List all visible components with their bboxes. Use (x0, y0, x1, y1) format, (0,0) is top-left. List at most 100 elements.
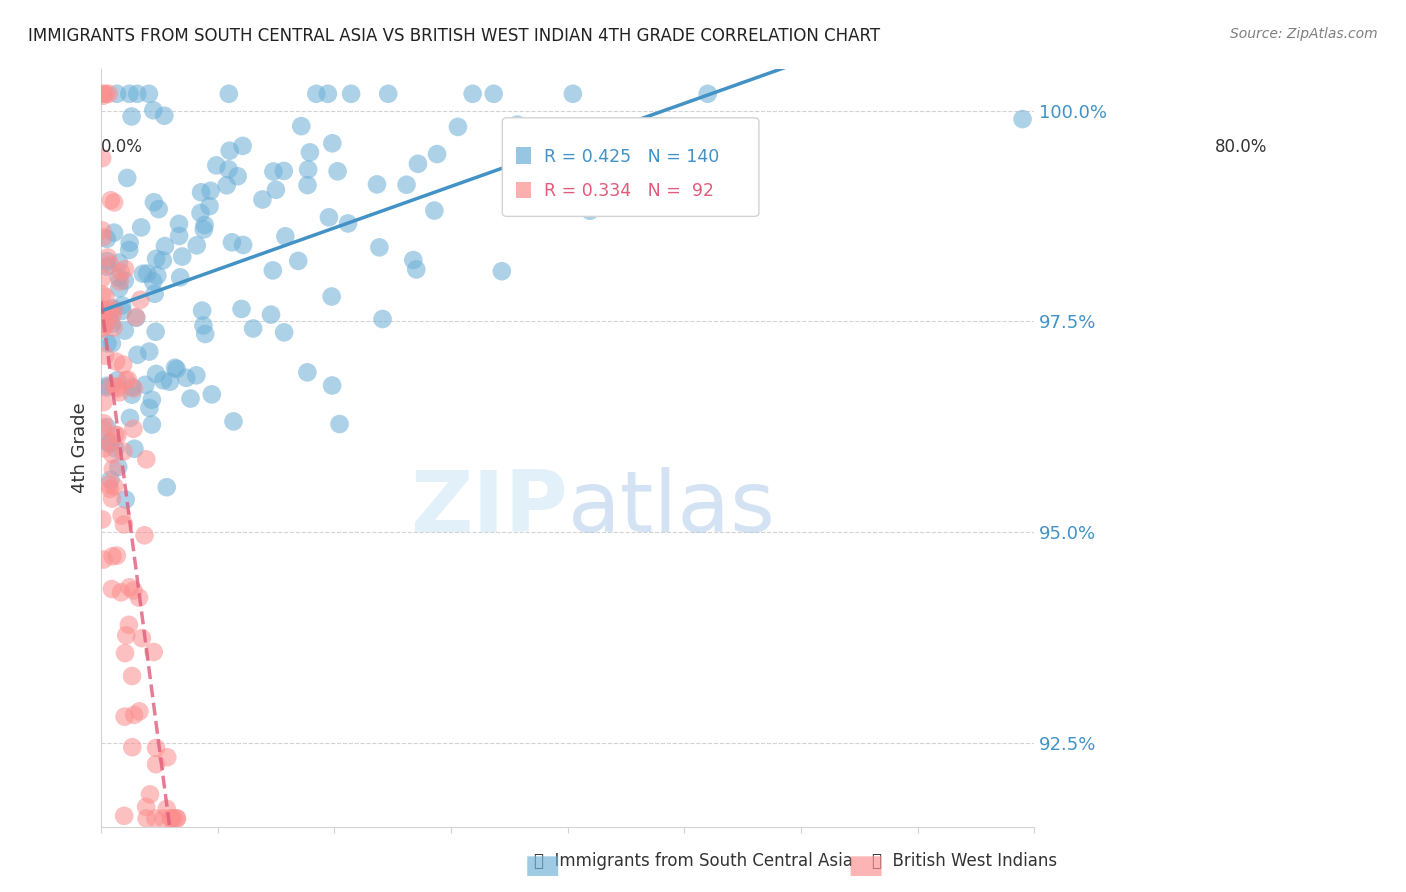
British West Indians (139, 788, 162, 802)
Immigrants from South Central Asia (194, 326, 217, 341)
Immigrants from South Central Asia (461, 87, 484, 101)
British West Indians (128, 705, 150, 719)
British West Indians (105, 549, 128, 563)
Immigrants from South Central Asia (297, 178, 319, 193)
British West Indians (166, 812, 188, 826)
British West Indians (160, 812, 183, 826)
British West Indians (93, 552, 115, 566)
British West Indians (156, 802, 179, 816)
Immigrants from South Central Asia (318, 211, 340, 225)
British West Indians (122, 381, 145, 395)
British West Indians (101, 491, 124, 506)
British West Indians (100, 378, 122, 392)
British West Indians (110, 508, 132, 523)
Immigrants from South Central Asia (423, 203, 446, 218)
British West Indians (91, 151, 114, 165)
British West Indians (108, 385, 131, 400)
Immigrants from South Central Asia (172, 250, 194, 264)
Text: Source: ZipAtlas.com: Source: ZipAtlas.com (1230, 27, 1378, 41)
British West Indians (91, 287, 114, 301)
Immigrants from South Central Asia (321, 136, 343, 151)
British West Indians (97, 303, 120, 318)
Immigrants from South Central Asia (328, 417, 350, 431)
British West Indians (98, 434, 121, 449)
British West Indians (122, 422, 145, 436)
Immigrants from South Central Asia (402, 253, 425, 268)
Immigrants from South Central Asia (205, 158, 228, 172)
Immigrants from South Central Asia (108, 270, 131, 285)
Immigrants from South Central Asia (297, 162, 319, 177)
British West Indians (97, 251, 120, 265)
Immigrants from South Central Asia (152, 253, 174, 268)
British West Indians (91, 271, 114, 285)
Immigrants from South Central Asia (153, 109, 176, 123)
Immigrants from South Central Asia (124, 442, 146, 456)
Immigrants from South Central Asia (111, 304, 134, 318)
British West Indians (91, 301, 114, 316)
Immigrants from South Central Asia (114, 492, 136, 507)
British West Indians (101, 549, 124, 564)
British West Indians (108, 275, 131, 289)
British West Indians (93, 417, 115, 431)
Immigrants from South Central Asia (193, 222, 215, 236)
Immigrants from South Central Asia (98, 436, 121, 450)
Immigrants from South Central Asia (273, 326, 295, 340)
Immigrants from South Central Asia (482, 87, 505, 101)
Immigrants from South Central Asia (274, 229, 297, 244)
Immigrants from South Central Asia (242, 321, 264, 335)
British West Indians (135, 452, 157, 467)
Immigrants from South Central Asia (506, 118, 529, 132)
Immigrants from South Central Asia (104, 442, 127, 456)
Immigrants from South Central Asia (321, 289, 343, 303)
British West Indians (115, 628, 138, 642)
British West Indians (112, 809, 135, 823)
Immigrants from South Central Asia (167, 217, 190, 231)
British West Indians (114, 262, 136, 277)
British West Indians (91, 320, 114, 334)
Immigrants from South Central Asia (121, 110, 143, 124)
Immigrants from South Central Asia (138, 401, 160, 415)
Text: ⬜  British West Indians: ⬜ British West Indians (872, 852, 1057, 870)
Immigrants from South Central Asia (321, 378, 343, 392)
British West Indians (162, 812, 184, 826)
British West Indians (122, 707, 145, 722)
Immigrants from South Central Asia (159, 375, 181, 389)
Immigrants from South Central Asia (107, 460, 129, 475)
Immigrants from South Central Asia (152, 373, 174, 387)
British West Indians (98, 482, 121, 496)
British West Indians (121, 669, 143, 683)
Immigrants from South Central Asia (118, 87, 141, 101)
Immigrants from South Central Asia (146, 268, 169, 283)
Immigrants from South Central Asia (262, 164, 284, 178)
Text: R = 0.334   N =  92: R = 0.334 N = 92 (544, 181, 714, 200)
British West Indians (93, 442, 115, 456)
Immigrants from South Central Asia (406, 157, 429, 171)
Text: R = 0.425   N = 140: R = 0.425 N = 140 (544, 148, 720, 166)
British West Indians (105, 381, 128, 395)
Immigrants from South Central Asia (426, 147, 449, 161)
Immigrants from South Central Asia (191, 303, 214, 318)
Immigrants from South Central Asia (138, 344, 160, 359)
British West Indians (112, 444, 135, 458)
Immigrants from South Central Asia (132, 267, 155, 281)
Immigrants from South Central Asia (561, 87, 583, 101)
British West Indians (91, 420, 114, 434)
British West Indians (103, 302, 125, 317)
Immigrants from South Central Asia (368, 240, 391, 254)
Immigrants from South Central Asia (96, 380, 118, 394)
British West Indians (93, 395, 115, 409)
Immigrants from South Central Asia (96, 254, 118, 268)
British West Indians (145, 812, 167, 826)
British West Indians (101, 447, 124, 461)
British West Indians (91, 306, 114, 320)
Immigrants from South Central Asia (298, 145, 321, 160)
Immigrants from South Central Asia (142, 195, 165, 210)
British West Indians (104, 427, 127, 442)
Immigrants from South Central Asia (100, 473, 122, 487)
Text: ZIP: ZIP (411, 467, 568, 549)
Immigrants from South Central Asia (169, 270, 191, 285)
British West Indians (100, 193, 122, 207)
Immigrants from South Central Asia (134, 377, 156, 392)
British West Indians (94, 87, 117, 101)
Immigrants from South Central Asia (142, 103, 165, 118)
